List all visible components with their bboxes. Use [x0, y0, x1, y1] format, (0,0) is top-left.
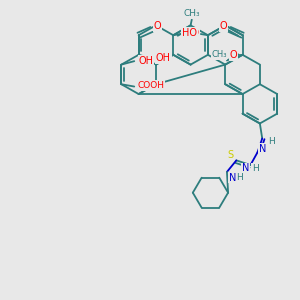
Text: H: H: [252, 164, 259, 173]
Text: O: O: [154, 21, 161, 31]
Text: S: S: [227, 150, 233, 160]
Text: N: N: [242, 164, 249, 173]
Text: H: H: [268, 137, 275, 146]
Text: N: N: [229, 173, 236, 183]
Text: OH: OH: [156, 53, 171, 63]
Text: OH: OH: [139, 56, 154, 66]
Text: HO: HO: [184, 28, 199, 38]
Text: O: O: [229, 50, 237, 60]
Text: N: N: [259, 144, 266, 154]
Text: H: H: [236, 173, 243, 182]
Text: CH₃: CH₃: [184, 9, 200, 18]
Text: O: O: [220, 21, 227, 31]
Text: HO: HO: [182, 28, 197, 38]
Text: CH₃: CH₃: [211, 50, 227, 59]
Text: COOH: COOH: [137, 81, 164, 90]
